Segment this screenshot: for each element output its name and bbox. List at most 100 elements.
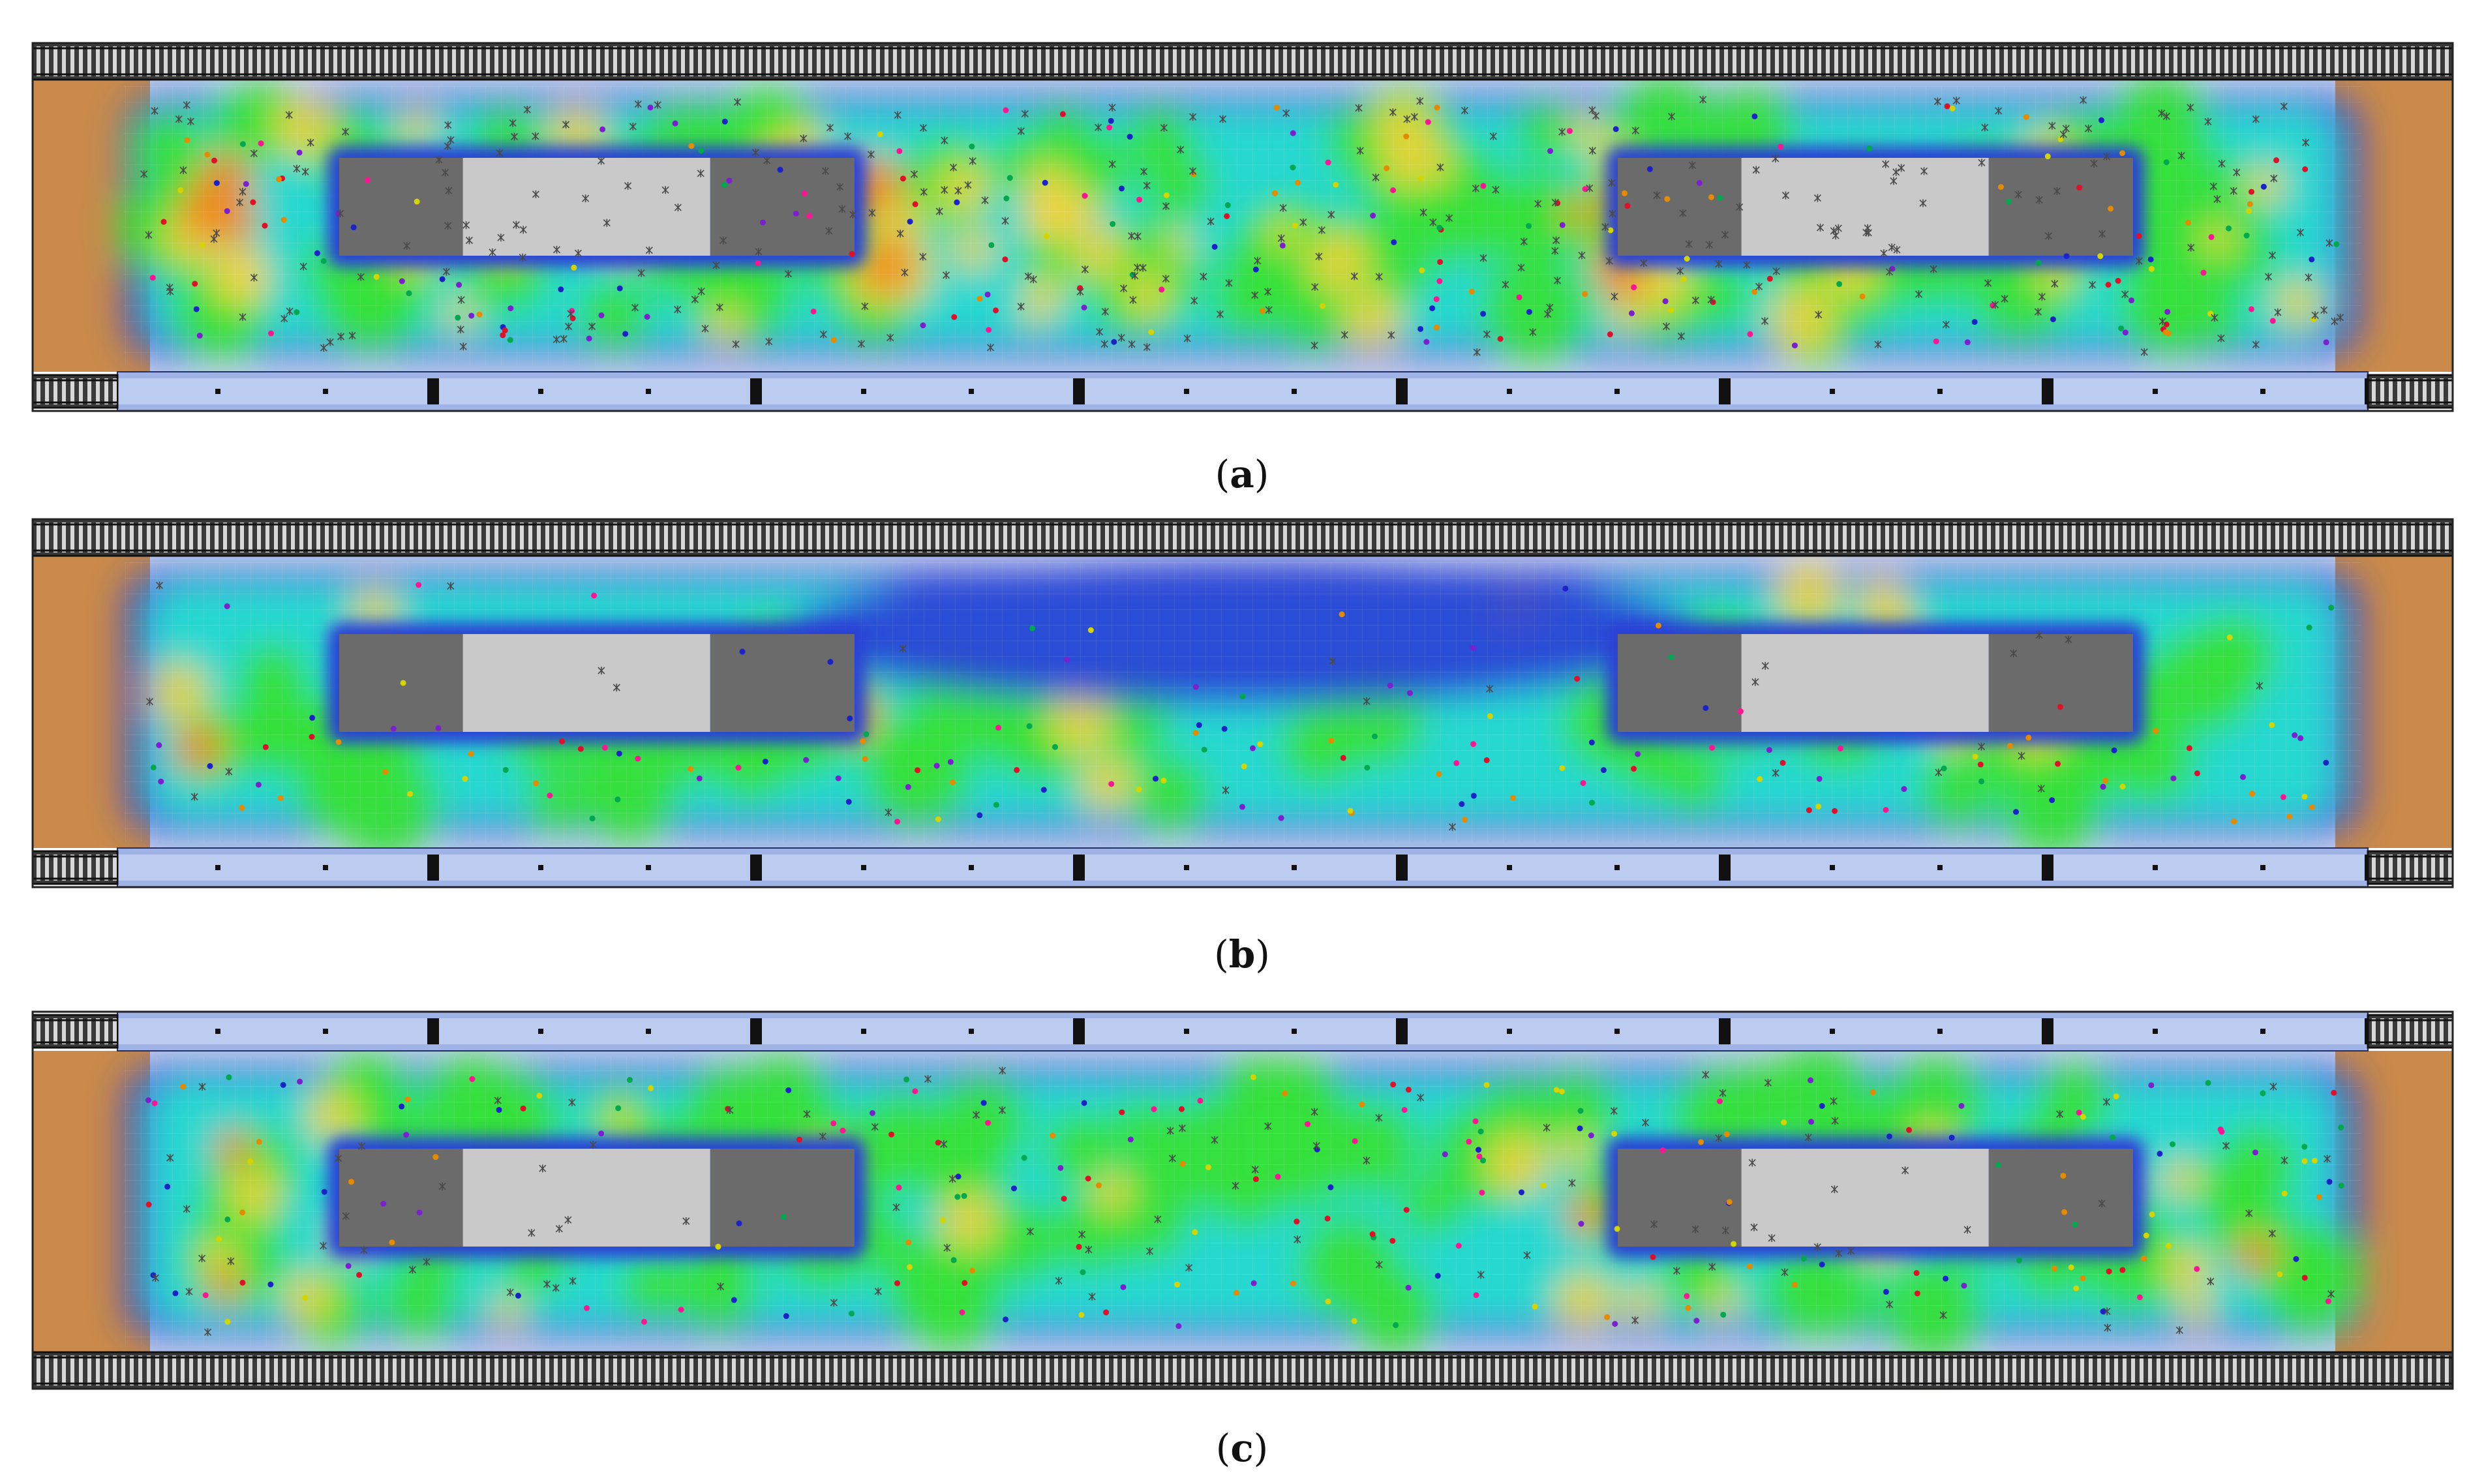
rail-tie: [2402, 46, 2406, 76]
rail-tie: [2241, 46, 2245, 76]
pedestrian-dot: [404, 1096, 411, 1102]
rail-tie: [164, 46, 168, 76]
rail-tie: [2012, 522, 2016, 553]
rail-tie: [70, 522, 74, 553]
walker-glyph: [1095, 327, 1104, 336]
pedestrian-dot: [2301, 793, 2308, 800]
pedestrian-dot: [224, 208, 230, 215]
walker-glyph: [1410, 113, 1418, 121]
pedestrian-dot: [502, 327, 508, 334]
rail-tie: [87, 378, 91, 404]
door-marker: [1507, 865, 1512, 870]
walker-glyph: [2001, 295, 2008, 303]
walker-glyph: [1668, 112, 1676, 121]
walker-glyph: [2311, 311, 2319, 320]
panel-frame: [31, 518, 2454, 888]
door-marker: [323, 1029, 328, 1034]
walker-glyph: [565, 322, 573, 331]
rail-tie: [206, 522, 210, 553]
pedestrian-dot: [294, 309, 300, 316]
rail-tie: [384, 46, 388, 76]
walker-glyph: [568, 1098, 576, 1106]
walker-glyph: [1128, 340, 1136, 348]
walker-glyph: [733, 98, 742, 106]
rail-tie: [1300, 522, 1304, 553]
rail-tie: [359, 1355, 363, 1386]
rail-tie: [181, 46, 185, 76]
rail-tie: [656, 46, 659, 76]
rail-tie: [113, 1018, 117, 1044]
rail-tie: [2038, 46, 2042, 76]
pedestrian-dot: [907, 1264, 913, 1270]
pedestrian-dot: [2301, 1143, 2308, 1150]
pedestrian-dot: [2309, 804, 2315, 810]
escalator-block-left-escalator-light: [462, 1149, 710, 1247]
rail-tie: [1080, 522, 1083, 553]
rail-tie: [1783, 46, 1787, 76]
walker-glyph: [1933, 97, 1941, 106]
rail-tie: [1656, 522, 1660, 553]
rail-tie: [1393, 46, 1397, 76]
rail-tie: [1894, 46, 1898, 76]
door-marker: [2260, 1029, 2265, 1034]
pedestrian-dot: [414, 198, 420, 205]
rail-tie: [2397, 378, 2401, 404]
walker-glyph: [532, 132, 539, 140]
rail-tie: [1080, 1355, 1083, 1386]
rail-tie: [206, 46, 210, 76]
pedestrian-dot: [577, 746, 584, 752]
walker-glyph: [204, 1328, 212, 1337]
rail-tie: [1419, 46, 1423, 76]
pedestrian-dot: [314, 250, 320, 256]
walker-glyph: [2233, 168, 2241, 177]
rail-tie: [469, 1355, 473, 1386]
rail-tie: [1987, 522, 1991, 553]
rail-tie: [791, 522, 795, 553]
rail-tie: [1648, 1355, 1652, 1386]
walker-glyph: [555, 1224, 563, 1233]
walker-glyph: [285, 111, 293, 119]
rail-tie: [2131, 522, 2135, 553]
rail-tie: [1368, 522, 1372, 553]
pedestrian-dot: [296, 149, 303, 156]
escalator-block-right: [1606, 622, 2145, 744]
walker-glyph: [1134, 232, 1142, 241]
pedestrian-dot: [1574, 676, 1581, 682]
rail-tie: [2380, 855, 2384, 881]
walker-glyph: [1340, 331, 1348, 339]
pedestrian-dot: [810, 308, 817, 314]
rail-tie: [1029, 522, 1033, 553]
rail-tie: [1224, 1355, 1228, 1386]
rail-tie: [333, 1355, 337, 1386]
pedestrian-dot: [755, 260, 761, 266]
walker-glyph: [1715, 1134, 1723, 1142]
pedestrian-dot: [1696, 180, 1703, 187]
rail-tie: [2224, 522, 2228, 553]
pedestrian-dot: [1347, 808, 1354, 814]
rail-tie: [1504, 1355, 1507, 1386]
rail-tie: [2123, 46, 2127, 76]
rail-tie: [2216, 46, 2220, 76]
pedestrian-dot: [780, 1213, 787, 1220]
rail-tie: [393, 522, 397, 553]
walker-glyph: [1131, 271, 1139, 280]
walker-glyph: [1605, 257, 1613, 265]
rail-tie: [969, 46, 973, 76]
escalator-block-left-escalator-light: [462, 158, 710, 256]
pedestrian-dot: [184, 137, 190, 144]
rail-tie: [2029, 1355, 2033, 1386]
walker-glyph: [2065, 635, 2072, 644]
rail-tie: [2241, 1355, 2245, 1386]
escalator-block-left-stair-dark: [710, 1149, 855, 1247]
rail-tie: [673, 522, 676, 553]
rail-tie: [1537, 522, 1541, 553]
rail-tie: [537, 1355, 541, 1386]
rail-tie: [749, 522, 753, 553]
door-marker: [1184, 865, 1189, 870]
walker-glyph: [919, 124, 928, 132]
walker-glyph: [2320, 306, 2328, 314]
rail-tie: [1546, 1355, 1550, 1386]
walker-glyph: [151, 1274, 159, 1282]
walker-glyph: [1264, 1122, 1272, 1130]
